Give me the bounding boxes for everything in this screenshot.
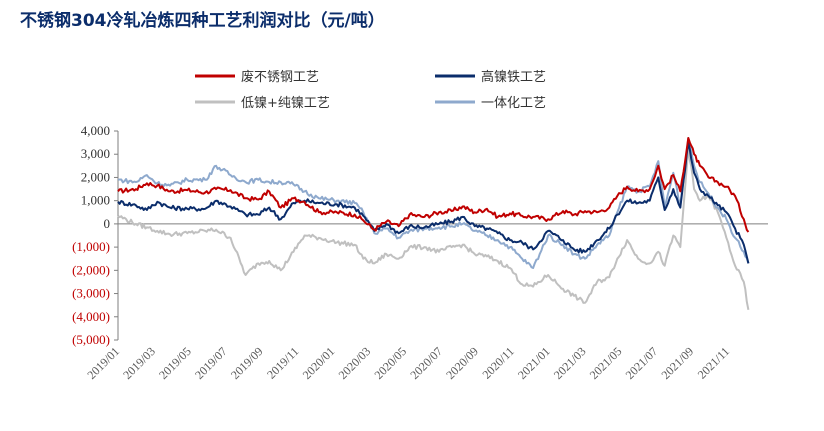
x-tick-label: 2021/11	[695, 344, 732, 381]
y-tick-label: (4,000)	[72, 309, 110, 324]
series-line-1	[117, 141, 750, 264]
y-tick-label: (2,000)	[72, 262, 110, 277]
legend-label: 高镍铁工艺	[481, 69, 546, 85]
x-tick-label: 2020/03	[336, 344, 374, 382]
chart-title: 不锈钢304冷轧冶炼四种工艺利润对比（元/吨）	[20, 11, 385, 31]
x-tick-label: 2020/09	[443, 344, 481, 382]
x-tick-label: 2019/07	[192, 344, 230, 382]
legend-label: 低镍+纯镍工艺	[241, 96, 330, 111]
x-tick-label: 2019/11	[264, 344, 301, 381]
x-tick-label: 2020/07	[407, 344, 445, 382]
x-tick-label: 2021/05	[587, 344, 625, 382]
x-tick-label: 2020/11	[479, 344, 516, 381]
x-tick-label: 2021/01	[515, 344, 553, 382]
legend-label: 废不锈钢工艺	[241, 69, 319, 85]
x-tick-label: 2019/03	[120, 344, 158, 382]
legend-label: 一体化工艺	[481, 96, 546, 111]
y-axis: 4,000 3,000 2,000 1,000 0 (1,000) (2,000) (3,00…	[72, 123, 119, 347]
x-tick-label: 2019/09	[228, 344, 266, 382]
plot-area	[117, 137, 750, 310]
x-tick-label: 2021/07	[623, 344, 661, 382]
y-tick-label: 1,000	[81, 193, 110, 208]
x-tick-label: 2020/05	[371, 344, 409, 382]
series-line-2	[117, 146, 750, 310]
x-tick-label: 2019/01	[84, 344, 122, 382]
series-line-3	[117, 137, 750, 269]
y-tick-label: (1,000)	[72, 239, 110, 254]
y-tick-label: 0	[104, 216, 111, 231]
y-tick-label: (5,000)	[72, 332, 110, 347]
series-line-0	[117, 137, 750, 233]
y-tick-label: (3,000)	[72, 286, 110, 301]
x-tick-label: 2019/05	[156, 344, 194, 382]
x-tick-label: 2020/01	[300, 344, 338, 382]
x-tick-label: 2021/09	[659, 344, 697, 382]
y-tick-label: 2,000	[81, 169, 110, 184]
y-tick-label: 4,000	[81, 123, 110, 138]
y-tick-label: 3,000	[81, 146, 110, 161]
x-tick-label: 2021/03	[551, 344, 589, 382]
